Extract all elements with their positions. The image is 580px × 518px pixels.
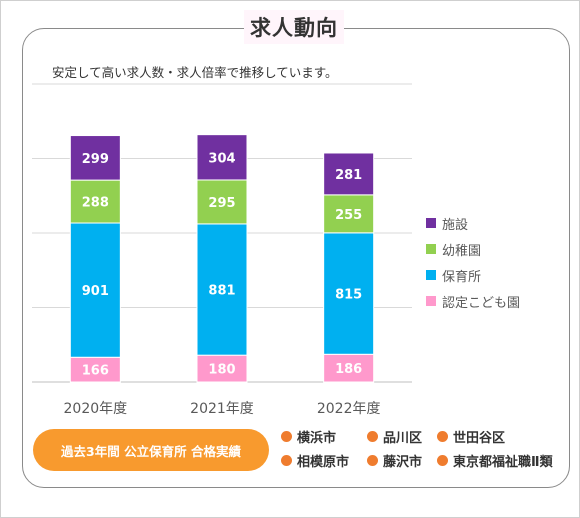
data-label: 281	[335, 168, 362, 183]
legend-item: 施設	[426, 210, 520, 236]
city-name: 世田谷区	[453, 431, 506, 446]
legend-label: 保育所	[442, 269, 482, 285]
bar-segment	[69, 179, 121, 224]
bar-segment	[323, 353, 375, 383]
page-title: 求人動向	[250, 16, 338, 40]
city-name: 東京都福祉職Ⅱ類	[453, 455, 553, 470]
bar-segment	[196, 179, 248, 225]
data-labels: 166 901 288 299 180 881 295 304 186 815 255 281	[82, 151, 362, 378]
city-name: 藤沢市	[383, 455, 423, 470]
data-label: 304	[208, 151, 235, 166]
x-tick-label: 2020年度	[64, 401, 128, 417]
bar-segment	[196, 134, 248, 181]
title-box: 求人動向	[244, 10, 344, 44]
legend-item: 幼稚園	[426, 236, 520, 262]
legend: 施設幼稚園保育所認定こども園	[426, 210, 520, 314]
x-tick-label: 2021年度	[190, 401, 254, 417]
results-badge: 過去3年間 公立保育所 合格実績	[33, 429, 269, 471]
legend-label: 施設	[442, 217, 469, 233]
legend-swatch	[426, 218, 436, 228]
legend-swatch	[426, 244, 436, 254]
city-name: 相模原市	[297, 455, 350, 470]
bullet-dot-icon	[281, 455, 292, 466]
city-name: 品川区	[383, 431, 423, 446]
data-label: 901	[82, 284, 109, 299]
chart-subtitle: 安定して高い求人数・求人倍率で推移しています。	[52, 65, 338, 80]
bullet-dot-icon	[367, 431, 378, 442]
data-label: 295	[208, 196, 235, 211]
city-item: 東京都福祉職Ⅱ類	[437, 451, 553, 470]
bullet-dot-icon	[367, 455, 378, 466]
legend-item: 認定こども園	[426, 288, 520, 314]
data-label: 186	[335, 362, 362, 377]
data-label: 815	[335, 288, 362, 303]
city-item: 世田谷区	[437, 427, 505, 446]
bar-segment	[69, 222, 121, 358]
x-tick-labels: 2020年度 2021年度 2022年度	[64, 401, 381, 417]
bar-segment	[323, 194, 375, 234]
city-item: 品川区	[367, 427, 422, 446]
city-item: 相模原市	[281, 451, 349, 470]
legend-swatch	[426, 270, 436, 280]
data-label: 881	[208, 284, 235, 299]
city-name: 横浜市	[297, 431, 337, 446]
legend-label: 幼稚園	[442, 243, 482, 259]
data-label: 180	[208, 363, 235, 378]
bullet-dot-icon	[281, 431, 292, 442]
x-tick-label: 2022年度	[317, 401, 381, 417]
bar-segment	[323, 152, 375, 196]
bar-segment	[196, 354, 248, 383]
data-label: 255	[335, 208, 362, 223]
bars	[69, 134, 375, 383]
legend-item: 保育所	[426, 262, 520, 288]
bar-segment	[69, 135, 121, 181]
city-item: 藤沢市	[367, 451, 422, 470]
data-label: 166	[82, 364, 109, 379]
legend-swatch	[426, 296, 436, 306]
data-label: 299	[82, 152, 109, 167]
bullet-dot-icon	[437, 455, 448, 466]
city-item: 横浜市	[281, 427, 336, 446]
legend-label: 認定こども園	[442, 295, 521, 311]
bullet-dot-icon	[437, 431, 448, 442]
data-label: 288	[82, 196, 109, 211]
bar-segment	[69, 356, 121, 383]
